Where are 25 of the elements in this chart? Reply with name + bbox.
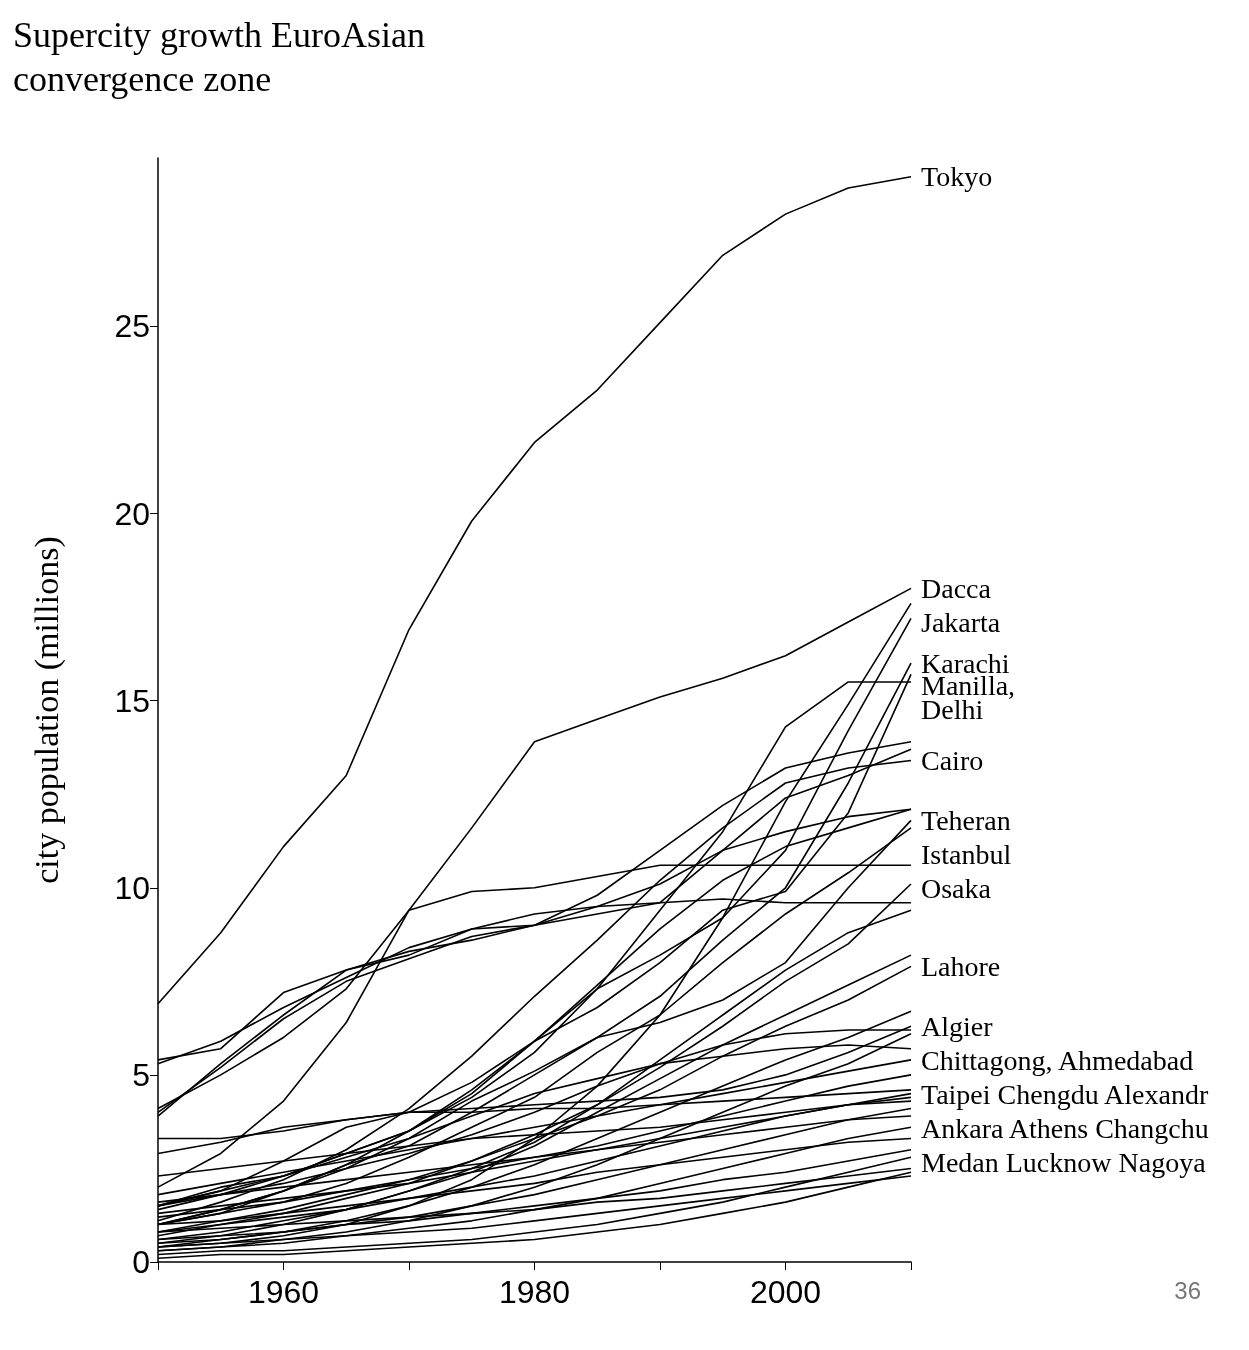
y-tick-label: 5 <box>132 1056 150 1093</box>
x-tick-label: 1980 <box>498 1274 571 1310</box>
y-tick-label: 10 <box>114 869 150 906</box>
chart-title: Supercity growth EuroAsian convergence zone <box>13 15 434 99</box>
series-label: Algier <box>921 1010 994 1042</box>
series-label: Teheran <box>921 804 1011 836</box>
series-label: Taipei Chengdu Alexandr <box>921 1078 1209 1110</box>
series-label: Osaka <box>921 872 992 904</box>
x-tick-label: 1960 <box>247 1274 320 1310</box>
series-label: Cairo <box>921 745 984 777</box>
series-label: Ankara Athens Changchu <box>921 1112 1209 1144</box>
x-tick-label: 2000 <box>749 1274 822 1310</box>
text: 36 <box>1174 1276 1202 1304</box>
y-tick-label: 15 <box>114 682 150 719</box>
series-label: Istanbul <box>921 838 1012 870</box>
series-label: Dacca <box>921 572 992 604</box>
series-label: Tokyo <box>921 161 993 193</box>
y-axis-title: city population (millions) <box>27 536 66 884</box>
series-label: Lahore <box>921 950 1001 982</box>
y-tick-label: 0 <box>132 1244 150 1280</box>
y-tick-label: 25 <box>114 308 150 345</box>
series-label: Medan Lucknow Nagoya <box>921 1146 1207 1178</box>
y-tick-label: 20 <box>114 495 150 532</box>
series-label: Jakarta <box>921 606 1001 638</box>
series-label: Chittagong, Ahmedabad <box>921 1044 1194 1076</box>
